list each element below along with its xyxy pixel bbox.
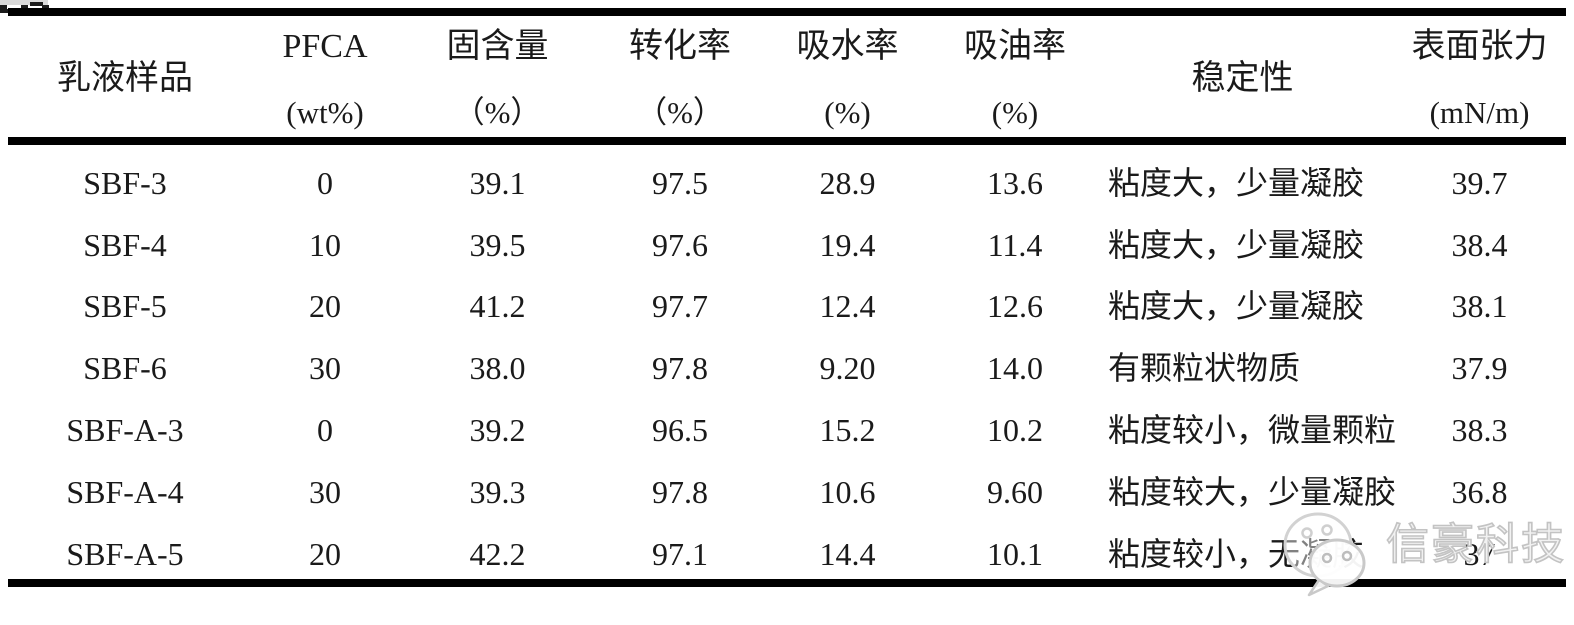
cell-oil: 12.6 <box>987 288 1043 325</box>
cell-pfca: 10 <box>309 226 341 263</box>
table-header-rule <box>8 137 1566 145</box>
cell-stability: 粘度较小，无凝胶 <box>1108 535 1365 572</box>
cell-oil: 9.60 <box>987 473 1043 510</box>
header-unit: (mN/m) <box>1429 95 1530 130</box>
cell-sample: SBF-A-4 <box>66 473 184 510</box>
header-pfca: PFCA (wt%) <box>250 16 400 137</box>
header-solid: 固含量 （%） <box>400 16 595 137</box>
table-body: SBF-3 0 39.1 97.5 28.9 13.6 粘度大，少量凝胶 39.7 SBF-4 1… <box>0 152 1574 585</box>
table-bottom-rule <box>8 579 1566 587</box>
cell-stability: 粘度较小，微量颗粒 <box>1108 412 1397 449</box>
header-title: 吸水率 <box>796 28 899 65</box>
cell-pfca: 0 <box>317 164 333 201</box>
cell-oil: 13.6 <box>987 164 1043 201</box>
cell-pfca: 20 <box>309 288 341 325</box>
header-title: 转化率 <box>629 28 731 65</box>
cell-stability: 粘度大，少量凝胶 <box>1108 226 1365 263</box>
cell-oil: 10.2 <box>987 412 1043 449</box>
table-row: SBF-6 30 38.0 97.8 9.20 14.0 有颗粒状物质 37.9 <box>0 337 1574 399</box>
cell-tension: 39.7 <box>1451 164 1508 201</box>
header-title: 稳定性 <box>1191 60 1294 97</box>
cell-tension: 38.1 <box>1451 288 1508 325</box>
cell-stability: 有颗粒状物质 <box>1108 350 1301 387</box>
header-title: 固含量 <box>446 28 549 65</box>
cell-water: 10.6 <box>819 473 876 510</box>
table-row: SBF-A-5 20 42.2 97.1 14.4 10.1 粘度较小，无凝胶 37 <box>0 523 1574 585</box>
cell-sample: SBF-A-5 <box>66 535 184 572</box>
header-title: 吸油率 <box>964 28 1066 65</box>
table-row: SBF-A-3 0 39.2 96.5 15.2 10.2 粘度较小，微量颗粒 38.3 <box>0 399 1574 461</box>
cell-sample: SBF-6 <box>83 350 167 387</box>
header-title: 乳液样品 <box>57 60 193 97</box>
header-water: 吸水率 (%) <box>765 16 930 137</box>
cell-tension: 37.9 <box>1451 350 1508 387</box>
caption-fragment <box>0 5 60 9</box>
cell-water: 9.20 <box>819 350 876 387</box>
caption-fragment <box>30 2 43 6</box>
cell-tension: 36.8 <box>1451 473 1508 510</box>
cell-oil: 10.1 <box>987 535 1043 572</box>
table-top-rule <box>8 8 1566 16</box>
cell-pfca: 20 <box>309 535 341 572</box>
caption-fragment <box>0 0 48 5</box>
cell-stability: 粘度大，少量凝胶 <box>1108 288 1365 325</box>
header-unit: （%） <box>636 95 724 130</box>
cell-water: 12.4 <box>819 288 876 325</box>
cell-solid: 38.0 <box>469 350 526 387</box>
table-row: SBF-5 20 41.2 97.7 12.4 12.6 粘度大，少量凝胶 38.1 <box>0 276 1574 338</box>
cell-water: 19.4 <box>819 226 876 263</box>
cell-conversion: 97.8 <box>652 473 708 510</box>
cell-pfca: 30 <box>309 350 341 387</box>
cell-solid: 41.2 <box>469 288 526 325</box>
cell-sample: SBF-4 <box>83 226 167 263</box>
cell-conversion: 97.5 <box>652 164 708 201</box>
cell-sample: SBF-5 <box>83 288 167 325</box>
header-oil: 吸油率 (%) <box>930 16 1100 137</box>
cell-water: 28.9 <box>819 164 876 201</box>
cell-water: 15.2 <box>819 412 876 449</box>
header-stability: 稳定性 <box>1100 16 1385 137</box>
cell-stability: 粘度较大，少量凝胶 <box>1108 473 1397 510</box>
cell-solid: 39.5 <box>469 226 526 263</box>
cell-conversion: 96.5 <box>652 412 708 449</box>
cell-conversion: 97.7 <box>652 288 708 325</box>
table-row: SBF-3 0 39.1 97.5 28.9 13.6 粘度大，少量凝胶 39.7 <box>0 152 1574 214</box>
cell-tension: 37 <box>1463 535 1496 572</box>
header-unit: （%） <box>453 95 542 130</box>
cell-conversion: 97.8 <box>652 350 708 387</box>
cell-oil: 14.0 <box>987 350 1043 387</box>
cell-sample: SBF-A-3 <box>66 412 184 449</box>
cell-tension: 38.4 <box>1451 226 1508 263</box>
cell-pfca: 0 <box>317 412 333 449</box>
cell-solid: 39.3 <box>469 473 526 510</box>
cell-conversion: 97.1 <box>652 535 708 572</box>
cell-solid: 39.1 <box>469 164 526 201</box>
header-unit: (%) <box>991 95 1039 130</box>
cell-stability: 粘度大，少量凝胶 <box>1108 164 1365 201</box>
header-title: 表面张力 <box>1411 28 1548 65</box>
cell-oil: 11.4 <box>987 226 1043 263</box>
cell-pfca: 30 <box>309 473 341 510</box>
table-header-row: 乳液样品 PFCA (wt%) 固含量 （%） 转化率 （%） 吸水率 (%) 吸油率 (%) 稳定性… <box>0 16 1574 137</box>
header-title: PFCA <box>282 28 368 65</box>
header-conversion: 转化率 （%） <box>595 16 765 137</box>
cell-conversion: 97.6 <box>652 226 708 263</box>
table-row: SBF-A-4 30 39.3 97.8 10.6 9.60 粘度较大，少量凝胶 36.8 <box>0 461 1574 523</box>
header-tension: 表面张力 (mN/m) <box>1385 16 1574 137</box>
header-unit: (wt%) <box>286 95 364 130</box>
cell-solid: 39.2 <box>469 412 526 449</box>
header-sample: 乳液样品 <box>0 16 250 137</box>
cell-water: 14.4 <box>819 535 876 572</box>
cell-tension: 38.3 <box>1451 412 1508 449</box>
table-row: SBF-4 10 39.5 97.6 19.4 11.4 粘度大，少量凝胶 38.4 <box>0 214 1574 276</box>
header-unit: (%) <box>824 95 871 130</box>
cell-sample: SBF-3 <box>83 164 167 201</box>
cell-solid: 42.2 <box>469 535 526 572</box>
